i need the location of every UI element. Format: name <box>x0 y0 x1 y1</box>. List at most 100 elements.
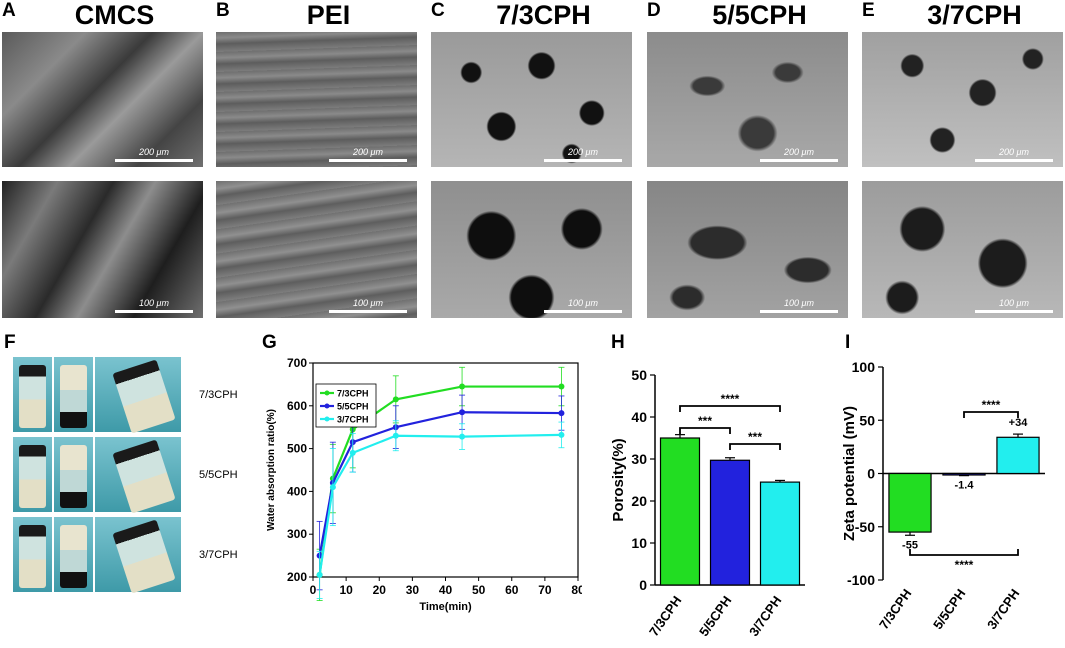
data-point <box>558 383 565 390</box>
y-tick-label: -50 <box>855 519 875 535</box>
data-label: -1.4 <box>955 480 975 492</box>
sem-image-low-mag: 200 μm <box>431 32 632 167</box>
scale-bar: 200 μm <box>760 144 838 162</box>
scale-bar-line <box>975 159 1053 162</box>
scale-bar-label: 100 μm <box>139 298 169 308</box>
legend-label: 3/7CPH <box>337 415 369 425</box>
category-label: 7/3CPH <box>646 593 684 639</box>
scale-bar: 100 μm <box>760 295 838 313</box>
y-tick-label: 600 <box>287 399 307 413</box>
scale-bar-label: 200 μm <box>139 147 169 157</box>
scale-bar: 200 μm <box>975 144 1053 162</box>
vial-photo <box>54 357 93 432</box>
sem-image-high-mag: 100 μm <box>216 181 417 318</box>
data-point <box>558 431 565 438</box>
data-point <box>459 409 466 416</box>
vial-photo <box>95 437 181 514</box>
x-axis-label: Time(min) <box>419 601 472 613</box>
scale-bar-label: 100 μm <box>784 298 814 308</box>
series-3/7CPH <box>316 420 565 599</box>
data-point <box>459 383 466 390</box>
vial-photo <box>54 437 93 512</box>
vial-photo <box>13 437 52 512</box>
sem-panel-title: CMCS <box>74 0 155 30</box>
data-label: -55 <box>902 539 918 551</box>
significance-label: **** <box>982 398 1001 412</box>
y-tick-label: 500 <box>287 442 307 456</box>
data-point <box>349 449 356 456</box>
significance-bracket <box>679 405 781 412</box>
data-point <box>316 571 323 578</box>
legend-label: 5/5CPH <box>337 402 369 412</box>
y-tick-label: 100 <box>852 359 876 375</box>
y-tick-label: 300 <box>287 527 307 541</box>
vial-row-label: 7/3CPH <box>199 389 238 401</box>
x-tick-label: 20 <box>373 583 387 597</box>
panel-letter-c: C <box>431 0 445 21</box>
data-point <box>459 433 466 440</box>
sem-image-low-mag: 200 μm <box>862 32 1063 167</box>
vial-photo-row <box>13 437 183 514</box>
panel-letter-a: A <box>2 0 16 21</box>
category-label: 3/7CPH <box>984 586 1022 632</box>
category-label: 7/3CPH <box>876 586 914 632</box>
y-tick-label: -100 <box>847 572 875 588</box>
scale-bar-line <box>115 159 193 162</box>
scale-bar-line <box>544 159 622 162</box>
vial-row-label: 3/7CPH <box>199 549 238 561</box>
legend-label: 7/3CPH <box>337 389 369 399</box>
x-tick-label: 10 <box>339 583 353 597</box>
panel-letter-b: B <box>216 0 230 21</box>
y-tick-label: 700 <box>287 356 307 370</box>
panel-letter-i: I <box>845 332 851 353</box>
scale-bar-line <box>115 310 193 313</box>
vial-photo <box>95 357 181 434</box>
sem-panel-title: PEI <box>306 0 351 30</box>
y-tick-label: 20 <box>631 493 647 509</box>
data-point <box>558 410 565 417</box>
significance-label: **** <box>955 558 974 572</box>
series-line <box>318 433 562 576</box>
significance-bracket <box>963 411 1019 418</box>
panel-letter-f: F <box>4 332 16 353</box>
x-tick-label: 80 <box>571 583 582 597</box>
vial-photo-row <box>13 517 183 594</box>
legend-marker <box>324 403 330 409</box>
bar-5/5CPH <box>942 472 986 476</box>
scale-bar: 200 μm <box>329 144 407 162</box>
category-label: 5/5CPH <box>696 593 734 639</box>
y-axis-label: Porosity(%) <box>610 438 627 521</box>
sem-image-high-mag: 100 μm <box>431 181 632 318</box>
vial-photo <box>95 517 181 594</box>
y-tick-label: 200 <box>287 570 307 584</box>
x-tick-label: 70 <box>538 583 552 597</box>
legend: 7/3CPH 5/5CPH 3/7CPH <box>315 383 377 428</box>
bar-7/3CPH <box>888 472 932 533</box>
scale-bar-line <box>975 310 1053 313</box>
x-tick-label: 0 <box>310 583 317 597</box>
bar-7/3CPH <box>659 437 701 586</box>
scale-bar-label: 100 μm <box>568 298 598 308</box>
series-line <box>318 411 562 556</box>
category-label: 5/5CPH <box>930 586 968 632</box>
scale-bar: 100 μm <box>975 295 1053 313</box>
sem-panel-title: 3/7CPH <box>927 0 1022 30</box>
sem-image-low-mag: 200 μm <box>647 32 848 167</box>
data-label: +34 <box>1009 417 1029 429</box>
sem-panel-title: 5/5CPH <box>712 0 807 30</box>
scale-bar-label: 200 μm <box>353 147 383 157</box>
scale-bar: 100 μm <box>329 295 407 313</box>
legend-marker <box>324 390 330 396</box>
x-tick-label: 30 <box>406 583 420 597</box>
y-tick-label: 10 <box>631 535 647 551</box>
scale-bar-label: 200 μm <box>784 147 814 157</box>
y-tick-label: 40 <box>631 409 647 425</box>
significance-bracket <box>729 443 781 450</box>
category-label: 3/7CPH <box>746 593 784 639</box>
panel-letter-e: E <box>862 0 875 21</box>
panel-letter-d: D <box>647 0 661 21</box>
sem-image-high-mag: 100 μm <box>862 181 1063 318</box>
y-tick-label: 400 <box>287 484 307 498</box>
significance-label: *** <box>698 414 712 428</box>
data-point <box>392 432 399 439</box>
